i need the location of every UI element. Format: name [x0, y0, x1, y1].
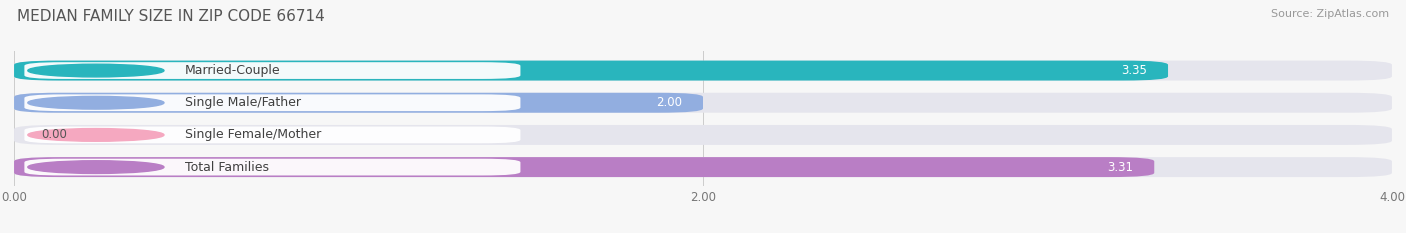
Text: Total Families: Total Families: [184, 161, 269, 174]
Text: Source: ZipAtlas.com: Source: ZipAtlas.com: [1271, 9, 1389, 19]
Text: Married-Couple: Married-Couple: [184, 64, 280, 77]
Text: 2.00: 2.00: [657, 96, 682, 109]
FancyBboxPatch shape: [14, 125, 1392, 145]
Circle shape: [28, 161, 165, 173]
Text: 3.31: 3.31: [1108, 161, 1133, 174]
FancyBboxPatch shape: [14, 61, 1168, 81]
FancyBboxPatch shape: [24, 62, 520, 79]
Text: Single Male/Father: Single Male/Father: [184, 96, 301, 109]
Text: 3.35: 3.35: [1122, 64, 1147, 77]
FancyBboxPatch shape: [24, 127, 520, 143]
Text: 0.00: 0.00: [42, 128, 67, 141]
FancyBboxPatch shape: [14, 157, 1154, 177]
FancyBboxPatch shape: [14, 93, 1392, 113]
FancyBboxPatch shape: [24, 159, 520, 175]
Text: Single Female/Mother: Single Female/Mother: [184, 128, 321, 141]
Circle shape: [28, 64, 165, 77]
Circle shape: [28, 129, 165, 141]
FancyBboxPatch shape: [24, 94, 520, 111]
FancyBboxPatch shape: [14, 157, 1392, 177]
FancyBboxPatch shape: [14, 93, 703, 113]
Circle shape: [28, 96, 165, 109]
Text: MEDIAN FAMILY SIZE IN ZIP CODE 66714: MEDIAN FAMILY SIZE IN ZIP CODE 66714: [17, 9, 325, 24]
FancyBboxPatch shape: [14, 61, 1392, 81]
